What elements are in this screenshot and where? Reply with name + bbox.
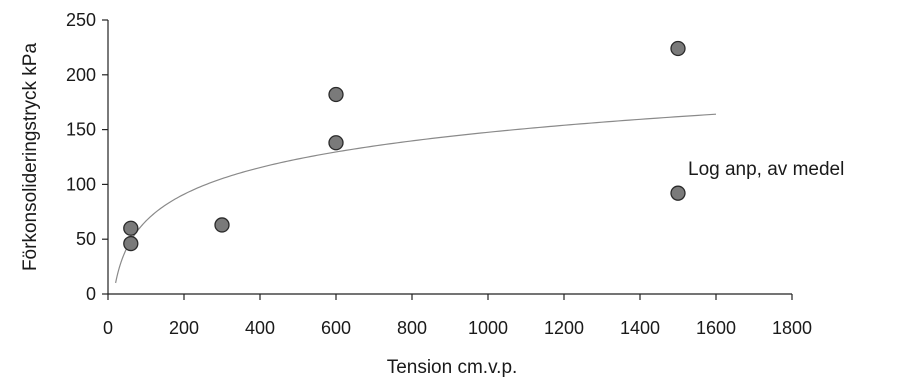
y-tick-label: 100 — [66, 174, 96, 194]
data-points — [123, 40, 686, 252]
x-axis: 0 200 400 600 800 1000 1200 1400 1600 1800 — [103, 293, 812, 338]
log-fit-curve — [115, 113, 717, 284]
data-point — [670, 185, 686, 201]
y-tick-label: 0 — [86, 284, 96, 304]
x-tick-label: 600 — [321, 318, 351, 338]
x-tick-label: 200 — [169, 318, 199, 338]
y-ticks: 0 50 100 150 200 250 — [66, 10, 108, 304]
x-axis-title: Tension cm.v.p. — [387, 357, 518, 378]
y-tick-label: 150 — [66, 120, 96, 140]
data-point — [670, 40, 686, 57]
x-ticks: 0 200 400 600 800 1000 1200 1400 1600 1800 — [103, 294, 812, 338]
y-axis-title: Förkonsolideringstryck kPa — [20, 43, 41, 272]
x-tick-label: 1400 — [620, 318, 660, 338]
x-tick-label: 400 — [245, 318, 275, 338]
y-tick-label: 50 — [76, 229, 96, 249]
data-point — [214, 217, 230, 233]
y-tick-label: 200 — [66, 65, 96, 85]
x-tick-label: 1000 — [468, 318, 508, 338]
x-tick-label: 1200 — [544, 318, 584, 338]
data-point — [328, 86, 344, 103]
data-point — [123, 235, 139, 252]
x-tick-label: 800 — [397, 318, 427, 338]
x-tick-label: 1800 — [772, 318, 812, 338]
data-point — [328, 135, 344, 151]
y-axis: 0 50 100 150 200 250 — [66, 10, 109, 304]
data-point — [123, 220, 139, 236]
x-tick-label: 1600 — [696, 318, 736, 338]
y-tick-label: 250 — [66, 10, 96, 30]
x-tick-label: 0 — [103, 318, 113, 338]
fit-annotation: Log anp, av medel — [688, 159, 844, 180]
